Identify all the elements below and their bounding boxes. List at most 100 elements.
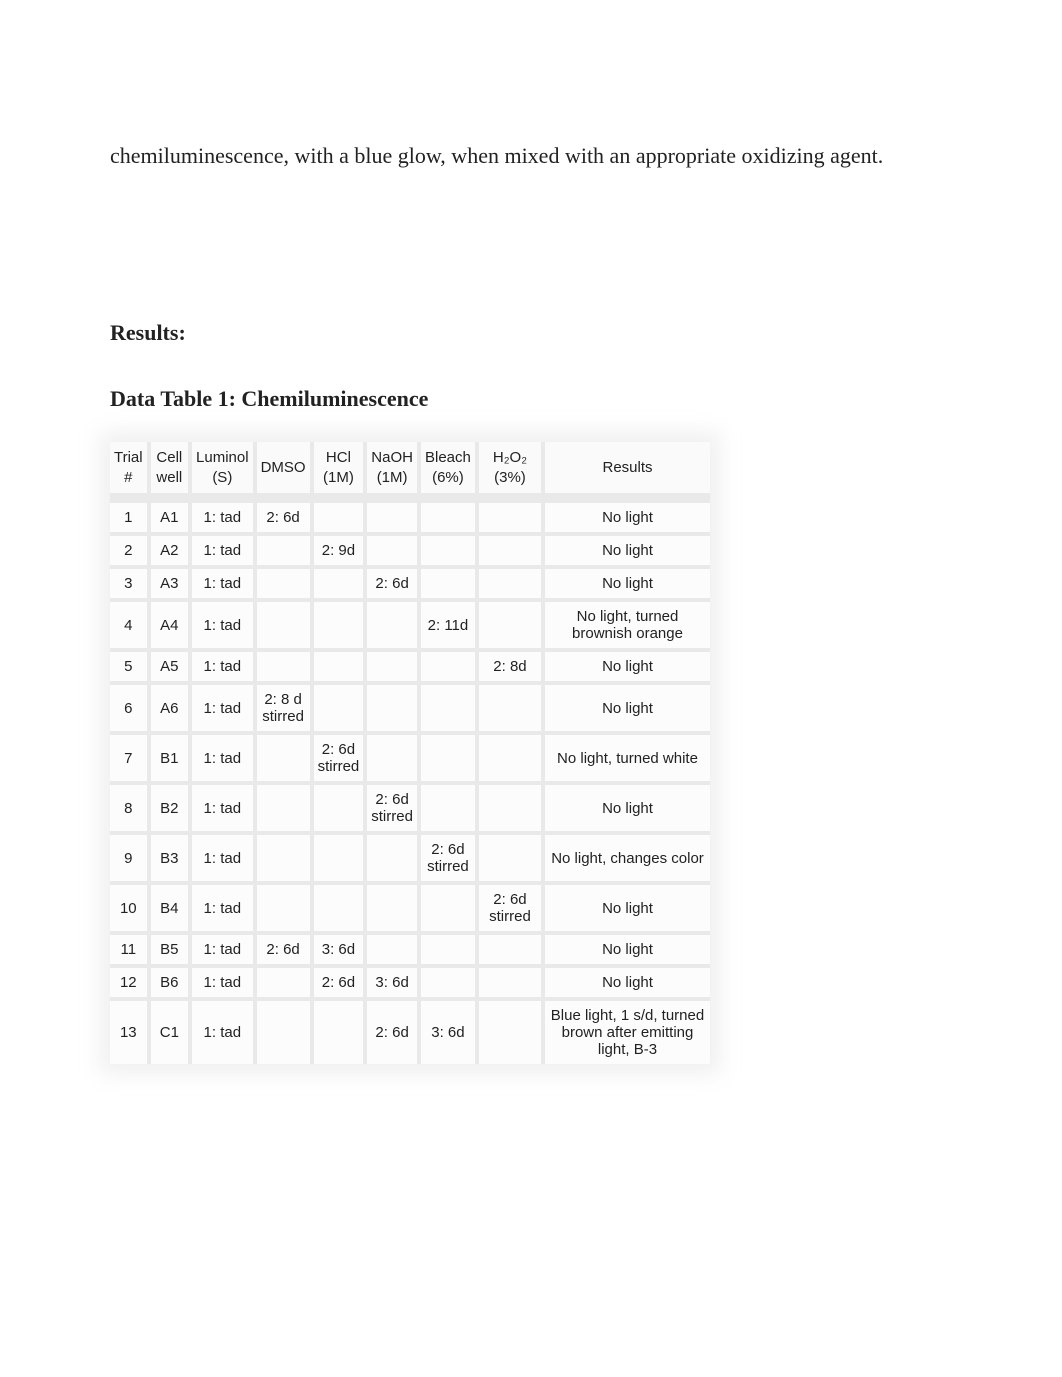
cell-results: No light <box>543 498 710 534</box>
cell-naoh <box>365 650 419 683</box>
cell-luminol: 1: tad <box>190 498 255 534</box>
cell-dmso <box>255 883 312 933</box>
cell-naoh <box>365 733 419 783</box>
col-h2o2: H₂O₂ (3%) <box>477 442 543 498</box>
cell-h2o2 <box>477 933 543 966</box>
cell-naoh <box>365 883 419 933</box>
table-row: 3A31: tad2: 6dNo light <box>110 567 710 600</box>
cell-hcl <box>312 600 366 650</box>
cell-trial: 6 <box>110 683 149 733</box>
cell-bleach <box>419 650 477 683</box>
cell-naoh: 2: 6d <box>365 567 419 600</box>
cell-dmso <box>255 833 312 883</box>
cell-bleach: 2: 6d stirred <box>419 833 477 883</box>
cell-well: A6 <box>149 683 190 733</box>
cell-luminol: 1: tad <box>190 534 255 567</box>
cell-trial: 5 <box>110 650 149 683</box>
cell-results: No light <box>543 534 710 567</box>
cell-well: B1 <box>149 733 190 783</box>
cell-results: No light <box>543 883 710 933</box>
cell-luminol: 1: tad <box>190 833 255 883</box>
cell-dmso <box>255 650 312 683</box>
cell-luminol: 1: tad <box>190 733 255 783</box>
cell-trial: 10 <box>110 883 149 933</box>
cell-well: A5 <box>149 650 190 683</box>
cell-bleach: 3: 6d <box>419 999 477 1064</box>
cell-bleach <box>419 683 477 733</box>
cell-trial: 1 <box>110 498 149 534</box>
cell-results: No light <box>543 966 710 999</box>
cell-results: No light, changes color <box>543 833 710 883</box>
table-row: 4A41: tad2: 11dNo light, turned brownish… <box>110 600 710 650</box>
cell-bleach <box>419 534 477 567</box>
cell-hcl <box>312 567 366 600</box>
table-row: 9B31: tad2: 6d stirredNo light, changes … <box>110 833 710 883</box>
cell-dmso <box>255 999 312 1064</box>
cell-naoh <box>365 534 419 567</box>
table-header-row: Trial # Cell well Luminol (S) DMSO HCl (… <box>110 442 710 498</box>
cell-hcl <box>312 883 366 933</box>
cell-results: No light <box>543 783 710 833</box>
table-row: 1A11: tad2: 6dNo light <box>110 498 710 534</box>
results-heading: Results: <box>110 320 952 346</box>
cell-bleach <box>419 783 477 833</box>
intro-paragraph: chemiluminescence, with a blue glow, whe… <box>110 132 952 180</box>
data-table: Trial # Cell well Luminol (S) DMSO HCl (… <box>110 442 710 1064</box>
cell-bleach <box>419 733 477 783</box>
cell-trial: 3 <box>110 567 149 600</box>
cell-hcl: 2: 6d stirred <box>312 733 366 783</box>
cell-well: B4 <box>149 883 190 933</box>
cell-dmso <box>255 783 312 833</box>
cell-hcl: 3: 6d <box>312 933 366 966</box>
cell-luminol: 1: tad <box>190 783 255 833</box>
cell-naoh <box>365 498 419 534</box>
table-row: 10B41: tad 2: 6d stirredNo light <box>110 883 710 933</box>
cell-bleach <box>419 498 477 534</box>
cell-results: No light <box>543 683 710 733</box>
cell-dmso <box>255 534 312 567</box>
table-row: 8B21: tad 2: 6d stirred No light <box>110 783 710 833</box>
cell-dmso <box>255 567 312 600</box>
cell-h2o2 <box>477 999 543 1064</box>
cell-bleach <box>419 567 477 600</box>
cell-luminol: 1: tad <box>190 600 255 650</box>
table-row: 12B61: tad2: 6d3: 6dNo light <box>110 966 710 999</box>
cell-luminol: 1: tad <box>190 933 255 966</box>
cell-h2o2 <box>477 966 543 999</box>
cell-results: No light, turned brownish orange <box>543 600 710 650</box>
cell-trial: 7 <box>110 733 149 783</box>
cell-trial: 12 <box>110 966 149 999</box>
cell-trial: 8 <box>110 783 149 833</box>
cell-h2o2: 2: 6d stirred <box>477 883 543 933</box>
cell-well: B2 <box>149 783 190 833</box>
table-row: 13C11: tad2: 6d3: 6dBlue light, 1 s/d, t… <box>110 999 710 1064</box>
cell-h2o2 <box>477 733 543 783</box>
cell-dmso: 2: 6d <box>255 498 312 534</box>
cell-hcl: 2: 6d <box>312 966 366 999</box>
cell-results: No light <box>543 650 710 683</box>
col-naoh: NaOH (1M) <box>365 442 419 498</box>
cell-luminol: 1: tad <box>190 966 255 999</box>
cell-trial: 11 <box>110 933 149 966</box>
cell-h2o2: 2: 8d <box>477 650 543 683</box>
col-hcl: HCl (1M) <box>312 442 366 498</box>
cell-well: A4 <box>149 600 190 650</box>
cell-hcl: 2: 9d <box>312 534 366 567</box>
cell-luminol: 1: tad <box>190 883 255 933</box>
cell-naoh: 2: 6d stirred <box>365 783 419 833</box>
cell-well: A3 <box>149 567 190 600</box>
cell-dmso: 2: 6d <box>255 933 312 966</box>
cell-luminol: 1: tad <box>190 567 255 600</box>
col-bleach: Bleach (6%) <box>419 442 477 498</box>
cell-dmso <box>255 966 312 999</box>
cell-luminol: 1: tad <box>190 650 255 683</box>
cell-bleach: 2: 11d <box>419 600 477 650</box>
table-wrap: Trial # Cell well Luminol (S) DMSO HCl (… <box>110 442 710 1064</box>
cell-well: B5 <box>149 933 190 966</box>
page: chemiluminescence, with a blue glow, whe… <box>0 0 1062 1377</box>
cell-naoh: 3: 6d <box>365 966 419 999</box>
cell-hcl <box>312 783 366 833</box>
table-row: 2A21: tad2: 9dNo light <box>110 534 710 567</box>
cell-dmso: 2: 8 d stirred <box>255 683 312 733</box>
cell-h2o2 <box>477 833 543 883</box>
